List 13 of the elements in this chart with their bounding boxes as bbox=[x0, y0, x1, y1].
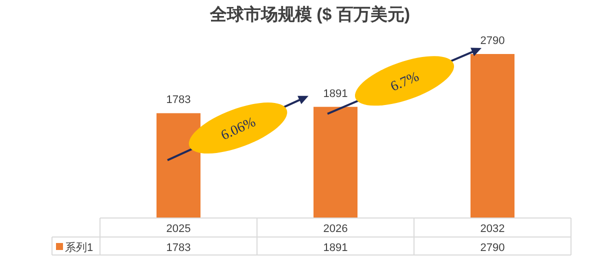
text: 1783 bbox=[166, 242, 191, 254]
legend-label: 系列1 bbox=[65, 241, 94, 254]
x-tick-label: 2032 bbox=[480, 223, 505, 235]
annotation: 6.06% bbox=[219, 114, 258, 144]
value-label: 1783 bbox=[166, 94, 191, 106]
value-label: 2790 bbox=[480, 35, 505, 47]
chart-title: 全球市场规模 ($ 百万美元) bbox=[208, 5, 410, 24]
text: 1891 bbox=[323, 242, 348, 254]
x-tick-label: 2025 bbox=[166, 223, 191, 235]
x-tick-label: 2026 bbox=[323, 223, 348, 235]
value-label: 1891 bbox=[323, 88, 348, 100]
annotation: 6.7% bbox=[388, 70, 422, 95]
text: 2790 bbox=[480, 242, 505, 254]
